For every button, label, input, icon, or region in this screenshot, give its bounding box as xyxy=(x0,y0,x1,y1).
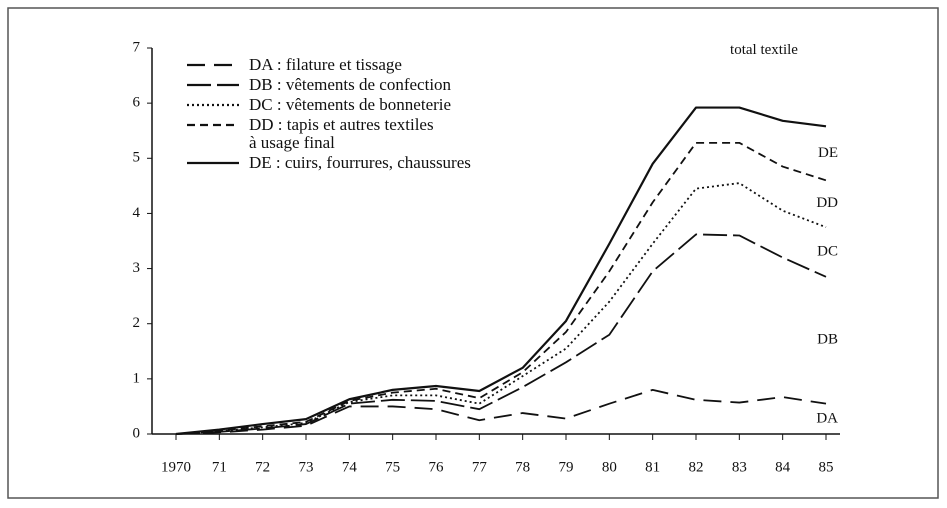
y-tick-label: 6 xyxy=(133,95,141,111)
x-tick-label: 71 xyxy=(212,459,227,475)
region-label: DA xyxy=(816,410,838,426)
series-line xyxy=(175,141,827,435)
legend-swatch xyxy=(187,63,239,67)
region-label: DE xyxy=(818,145,838,161)
frame xyxy=(7,7,939,499)
y-tick-label: 0 xyxy=(133,425,141,441)
x-tick-label: 83 xyxy=(732,459,747,475)
y-tick-label: 3 xyxy=(133,260,141,276)
x-tick-label: 1970 xyxy=(161,459,191,475)
legend-label: DC : vêtements de bonneterie xyxy=(249,95,452,114)
series-line xyxy=(175,233,827,435)
x-tick-label: 78 xyxy=(515,459,530,475)
legend-item: DB : vêtements de confection xyxy=(185,76,471,94)
region-label: DC xyxy=(817,243,838,259)
legend-label: DA : filature et tissage xyxy=(249,55,402,74)
region-label: DD xyxy=(816,195,838,211)
y-tick-label: 5 xyxy=(133,150,141,166)
series-line xyxy=(175,182,827,435)
x-tick-label: 79 xyxy=(559,459,574,475)
x-tick-label: 72 xyxy=(255,459,270,475)
y-tick-label: 2 xyxy=(133,315,141,331)
x-tick-label: 82 xyxy=(689,459,704,475)
x-tick-label: 80 xyxy=(602,459,617,475)
region-label: DB xyxy=(817,332,838,348)
legend-item: DE : cuirs, fourrures, chaussures xyxy=(185,154,471,172)
total-label: total textile xyxy=(730,42,798,58)
legend-label: DE : cuirs, fourrures, chaussures xyxy=(249,153,471,172)
legend: DA : filature et tissage DB : vêtements d… xyxy=(185,56,471,174)
legend-item: DD : tapis et autres textiles à usage fi… xyxy=(185,116,471,152)
series-line xyxy=(175,388,827,435)
legend-swatch xyxy=(187,83,239,87)
legend-swatch xyxy=(187,103,239,107)
legend-label: DB : vêtements de confection xyxy=(249,75,452,94)
x-tick-label: 74 xyxy=(342,459,358,475)
series-line xyxy=(175,106,827,436)
legend-swatch xyxy=(187,161,239,165)
x-tick-label: 77 xyxy=(472,459,488,475)
legend-item: DA : filature et tissage xyxy=(185,56,471,74)
legend-swatch xyxy=(187,123,239,127)
x-tick-label: 73 xyxy=(299,459,314,475)
legend-item: DC : vêtements de bonneterie xyxy=(185,96,471,114)
legend-label: DD : tapis et autres textiles à usage fi… xyxy=(249,115,434,152)
x-tick-label: 75 xyxy=(385,459,400,475)
y-tick-label: 1 xyxy=(133,370,141,386)
x-tick-label: 76 xyxy=(429,459,445,475)
y-tick-label: 7 xyxy=(133,39,141,55)
x-tick-label: 85 xyxy=(819,459,834,475)
x-tick-label: 84 xyxy=(775,459,791,475)
y-tick-label: 4 xyxy=(133,205,141,221)
x-tick-label: 81 xyxy=(645,459,660,475)
